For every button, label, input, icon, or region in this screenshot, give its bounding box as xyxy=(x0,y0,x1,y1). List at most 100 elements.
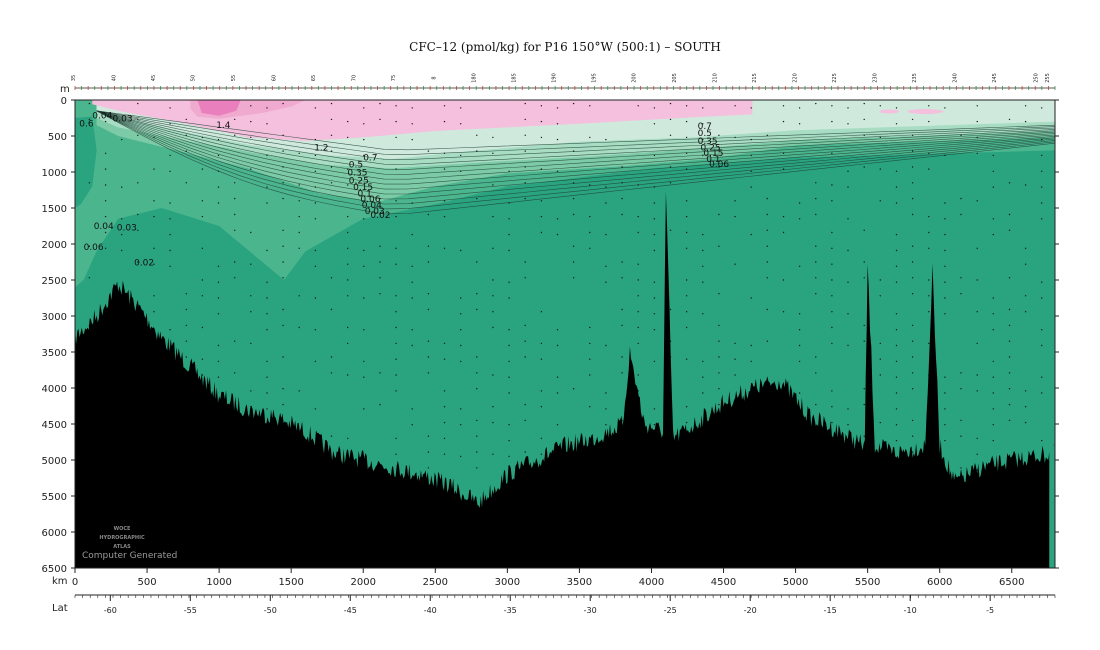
sample-dot xyxy=(686,359,687,360)
sample-dot xyxy=(282,277,283,278)
sample-dot xyxy=(121,234,122,235)
sample-dot xyxy=(299,248,300,249)
sample-dot xyxy=(282,246,283,247)
sample-dot xyxy=(993,377,994,378)
sample-dot xyxy=(266,297,267,298)
station-label: 40 xyxy=(111,75,117,81)
sample-dot xyxy=(912,451,913,452)
contour-label-0.06: 0.06 xyxy=(84,243,104,253)
sample-dot xyxy=(912,119,913,120)
sample-dot xyxy=(718,135,719,136)
sample-dot xyxy=(896,392,897,393)
sample-dot xyxy=(363,139,364,140)
sample-dot xyxy=(202,327,203,328)
station-label: 190 xyxy=(552,73,558,83)
sample-dot xyxy=(169,202,170,203)
sample-dot xyxy=(460,107,461,108)
sample-dot xyxy=(960,388,961,389)
sample-dot xyxy=(718,293,719,294)
sample-dot xyxy=(347,327,348,328)
sample-dot xyxy=(638,343,639,344)
sample-dot xyxy=(218,377,219,378)
station-label: 240 xyxy=(952,73,958,83)
sample-dot xyxy=(944,250,945,251)
lat-tick-label: -45 xyxy=(344,606,357,615)
sample-dot xyxy=(831,200,832,201)
sample-dot xyxy=(686,327,687,328)
sample-dot xyxy=(315,329,316,330)
sample-dot xyxy=(880,374,881,375)
sample-dot xyxy=(202,216,203,217)
sample-dot xyxy=(896,171,897,172)
sample-dot xyxy=(815,293,816,294)
sample-dot xyxy=(718,341,719,342)
sample-dot xyxy=(137,103,138,104)
station-label: 245 xyxy=(992,73,998,83)
sample-dot xyxy=(993,313,994,314)
sample-dot xyxy=(831,121,832,122)
sample-dot xyxy=(299,200,300,201)
sample-dot xyxy=(121,139,122,140)
sample-dot xyxy=(444,359,445,360)
sample-dot xyxy=(395,343,396,344)
sample-dot xyxy=(153,216,154,217)
sample-dot xyxy=(557,345,558,346)
y-tick-label: 500 xyxy=(48,132,67,143)
sample-dot xyxy=(896,440,897,441)
sample-dot xyxy=(977,153,978,154)
sample-dot xyxy=(476,309,477,310)
sample-dot xyxy=(525,198,526,199)
sample-dot xyxy=(476,372,477,373)
sample-dot xyxy=(541,359,542,360)
sample-dot xyxy=(266,123,267,124)
sample-dot xyxy=(444,153,445,154)
sample-dot xyxy=(186,150,187,151)
sample-dot xyxy=(186,135,187,136)
sample-dot xyxy=(282,388,283,389)
computer-generated-note: Computer Generated xyxy=(82,551,177,561)
sample-dot xyxy=(202,248,203,249)
sample-dot xyxy=(363,297,364,298)
sample-dot xyxy=(815,182,816,183)
sample-dot xyxy=(202,359,203,360)
sample-dot xyxy=(315,361,316,362)
station-label: 65 xyxy=(311,75,317,81)
sample-dot xyxy=(508,329,509,330)
sample-dot xyxy=(896,345,897,346)
lat-tick-label: -15 xyxy=(824,606,837,615)
sample-dot xyxy=(783,121,784,122)
sample-dot xyxy=(525,182,526,183)
sample-dot xyxy=(1041,392,1042,393)
sample-dot xyxy=(670,166,671,167)
sample-dot xyxy=(573,246,574,247)
sample-dot xyxy=(266,392,267,393)
sample-dot xyxy=(831,184,832,185)
sample-dot xyxy=(89,277,90,278)
sample-dot xyxy=(815,246,816,247)
sample-dot xyxy=(1041,139,1042,140)
sample-dot xyxy=(282,325,283,326)
sample-dot xyxy=(767,230,768,231)
sample-dot xyxy=(928,216,929,217)
sample-dot xyxy=(412,408,413,409)
sample-dot xyxy=(1041,377,1042,378)
sample-dot xyxy=(347,374,348,375)
lat-tick-label: -5 xyxy=(986,606,994,615)
sample-dot xyxy=(621,309,622,310)
sample-dot xyxy=(299,184,300,185)
sample-dot xyxy=(928,295,929,296)
sample-dot xyxy=(831,390,832,391)
sample-dot xyxy=(993,297,994,298)
sample-dot xyxy=(751,345,752,346)
sample-dot xyxy=(944,313,945,314)
sample-dot xyxy=(234,119,235,120)
sample-dot xyxy=(864,166,865,167)
sample-dot xyxy=(767,135,768,136)
station-label: 220 xyxy=(792,73,798,83)
sample-dot xyxy=(702,282,703,283)
sample-dot xyxy=(654,250,655,251)
sample-dot xyxy=(654,202,655,203)
sample-dot xyxy=(525,325,526,326)
sample-dot xyxy=(1009,388,1010,389)
sample-dot xyxy=(379,119,380,120)
